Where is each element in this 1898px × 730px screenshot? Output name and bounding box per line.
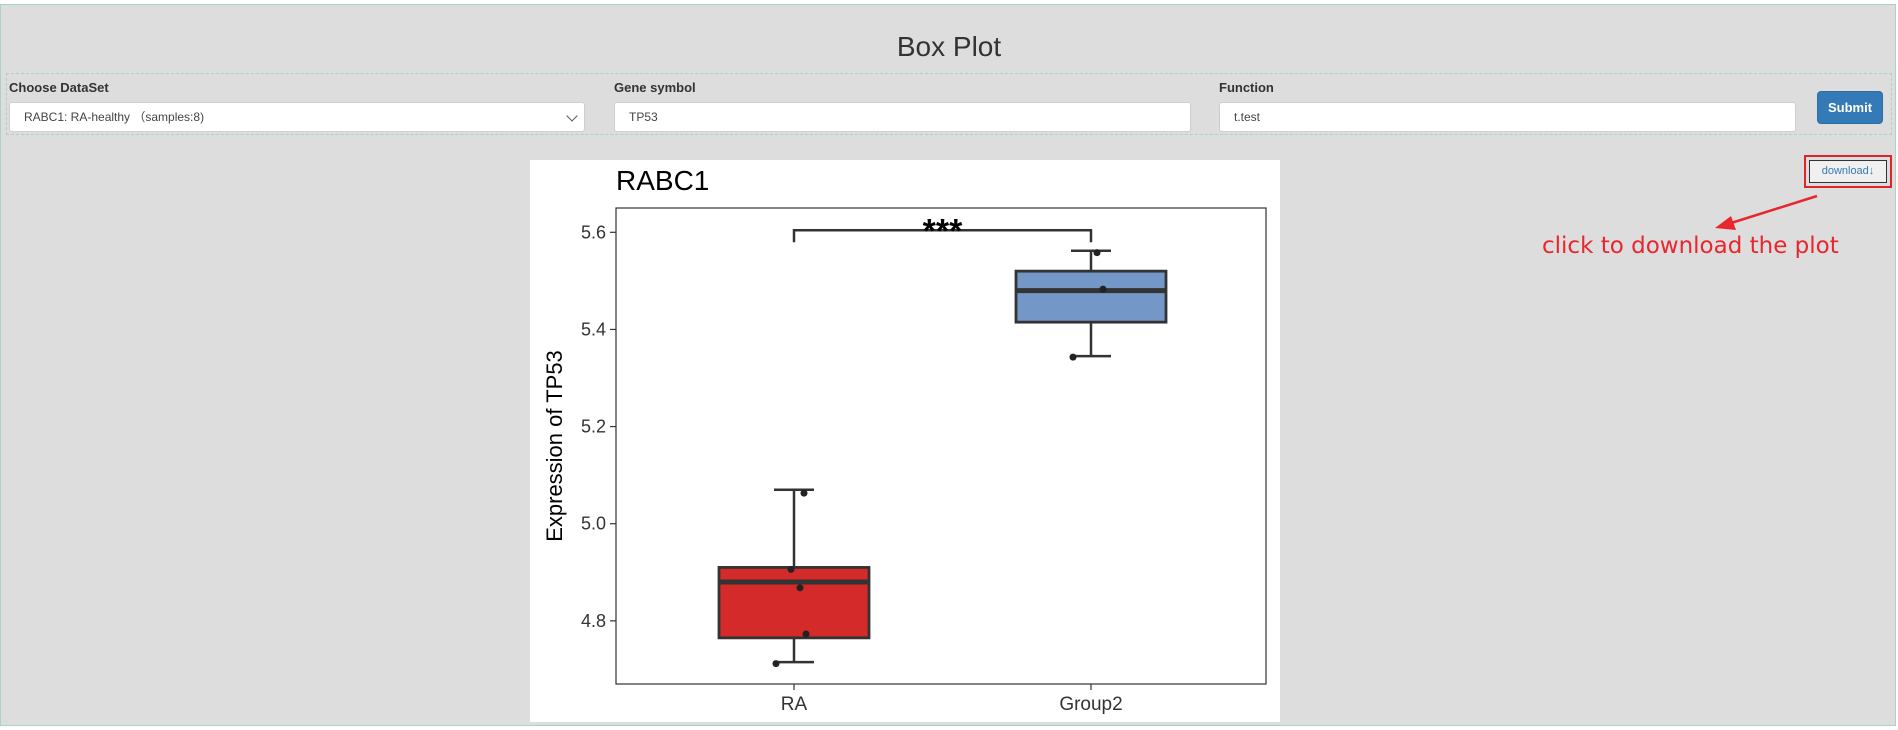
box-ra — [717, 566, 871, 640]
data-point — [800, 489, 808, 497]
arrow-down-icon: ↓ — [1868, 165, 1875, 177]
y-axis-label: Expression of TP53 — [542, 350, 567, 542]
annotation-arrow-icon — [1715, 194, 1818, 230]
page-title: Box Plot — [896, 31, 1002, 62]
function-input[interactable]: t.test — [1219, 102, 1796, 132]
gene-input[interactable]: TP53 — [614, 102, 1191, 132]
x-tick-label: Group2 — [1059, 694, 1122, 715]
plot-panel-border — [615, 207, 1267, 685]
download-button[interactable]: download↓ — [1809, 160, 1887, 183]
function-label: Function — [1219, 80, 1274, 95]
gene-input-value: TP53 — [629, 110, 658, 124]
y-tick-label: 5.6 — [581, 222, 606, 242]
data-point — [772, 660, 780, 668]
chevron-down-icon — [566, 110, 578, 122]
significance-label: *** — [923, 212, 963, 250]
box-plot-image: RABC1 4.8 5.0 5.2 5.4 5.6 Expression of TP53 RA… — [530, 160, 1280, 722]
significance-bracket — [792, 229, 1093, 243]
data-point — [1099, 285, 1107, 293]
query-form: Choose DataSet RABC1: RA-healthy （sample… — [6, 73, 1892, 135]
y-tick-label: 4.8 — [581, 611, 606, 631]
data-point — [787, 565, 795, 573]
box-group2 — [1014, 269, 1168, 324]
y-tick-label: 5.0 — [581, 514, 606, 534]
function-input-value: t.test — [1234, 110, 1261, 124]
dataset-select-value: RABC1: RA-healthy （samples:8) — [24, 110, 205, 124]
dataset-label: Choose DataSet — [9, 80, 109, 95]
download-highlight: download↓ — [1804, 155, 1892, 188]
data-point — [1093, 249, 1101, 257]
box-plot-chart: RABC1 4.8 5.0 5.2 5.4 5.6 Expression of TP53 RA… — [542, 165, 1267, 715]
data-point — [1069, 353, 1077, 361]
y-tick-label: 5.4 — [581, 319, 606, 339]
submit-button[interactable]: Submit — [1817, 91, 1883, 124]
chart-title: RABC1 — [616, 165, 709, 196]
x-tick-label: RA — [781, 694, 808, 715]
download-label: download — [1821, 165, 1869, 177]
data-point — [802, 630, 810, 638]
download-annotation: click to download the plot — [1542, 233, 1839, 259]
y-tick-label: 5.2 — [581, 417, 606, 437]
dataset-select[interactable]: RABC1: RA-healthy （samples:8) — [9, 102, 585, 132]
data-point — [796, 584, 804, 592]
gene-label: Gene symbol — [614, 80, 696, 95]
